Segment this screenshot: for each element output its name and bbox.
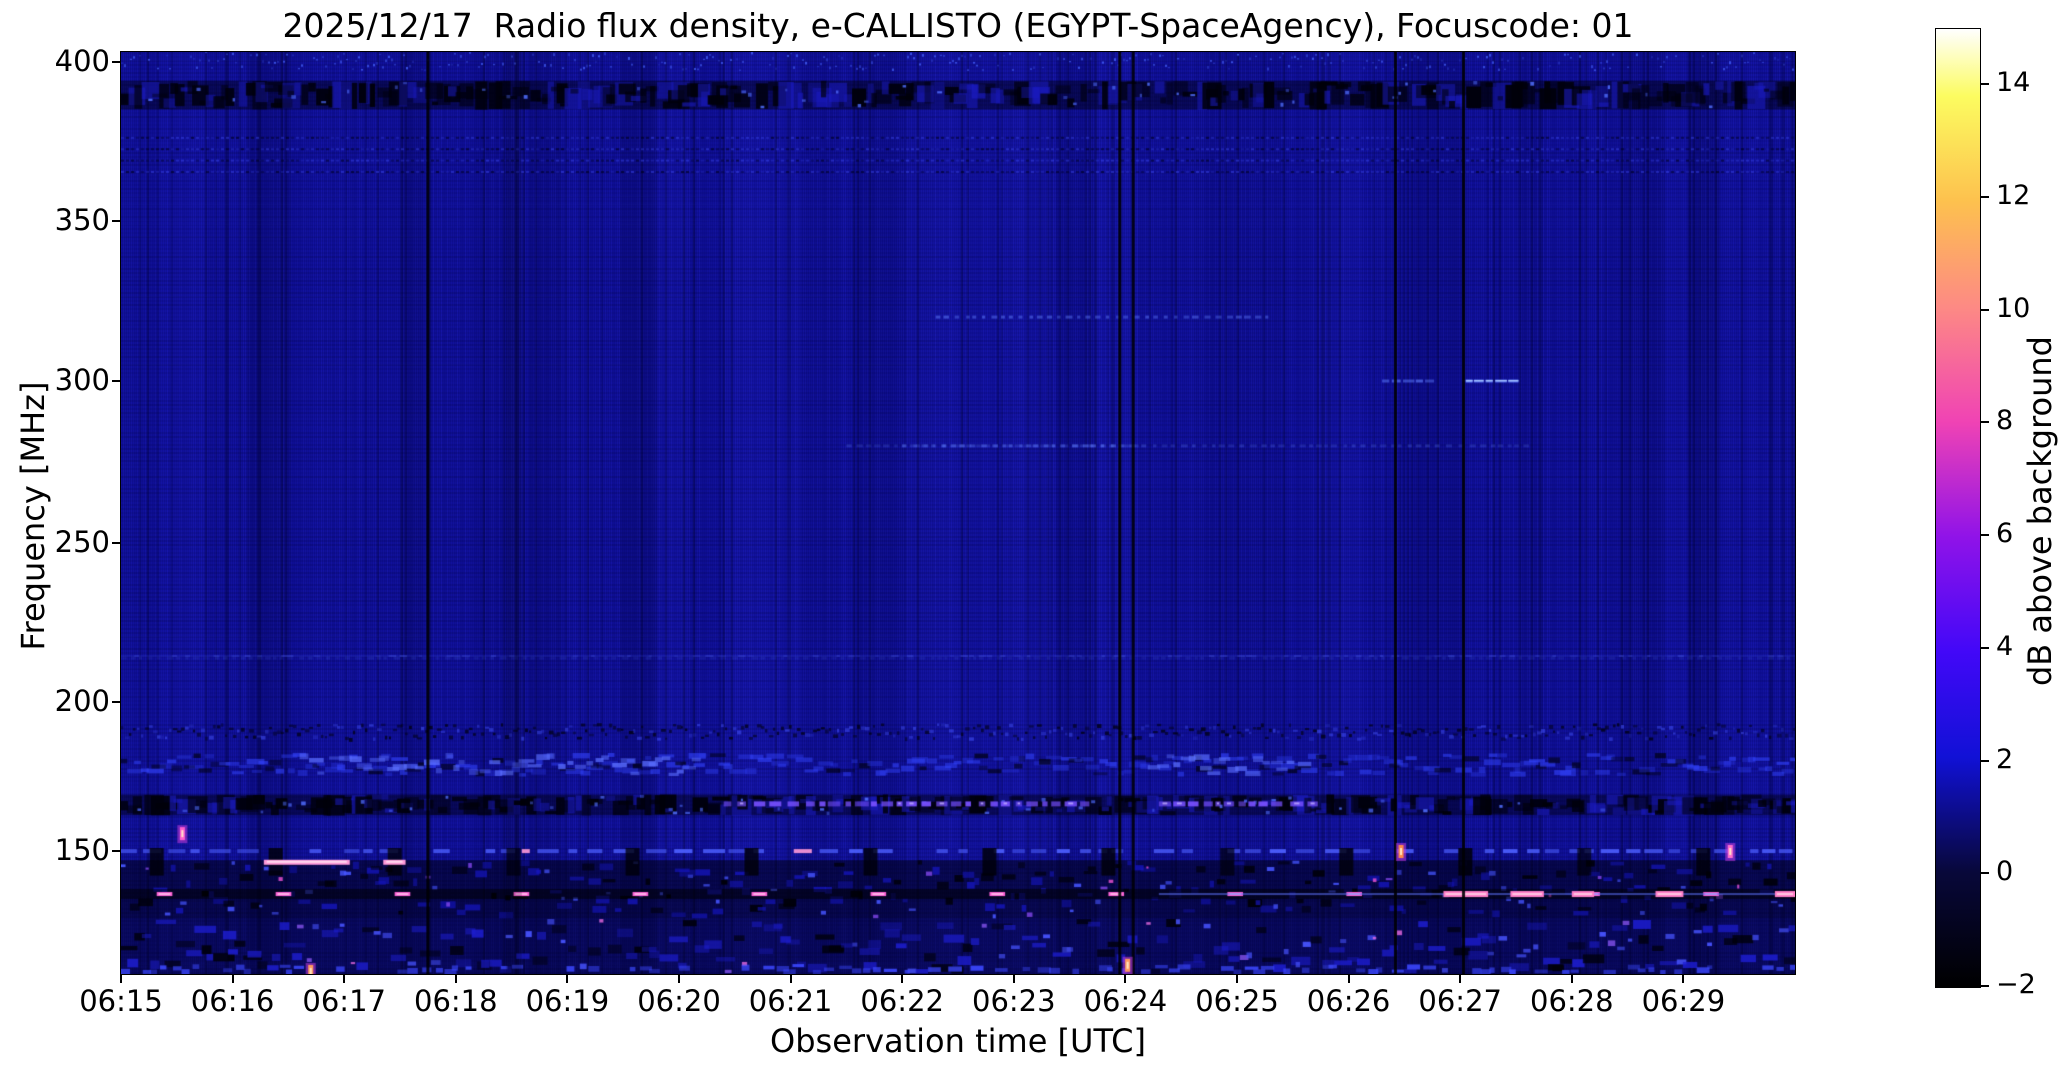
x-tick-label: 06:18 <box>414 984 498 1018</box>
colorbar-tick-mark <box>1981 872 1989 875</box>
colorbar-tick-mark <box>1981 759 1989 762</box>
colorbar-tick-mark <box>1981 646 1989 649</box>
x-tick-label: 06:26 <box>1306 984 1391 1018</box>
y-tick-label: 400 <box>54 43 110 78</box>
x-tick-label: 06:24 <box>1083 984 1168 1018</box>
y-tick-mark <box>112 219 121 222</box>
x-tick-mark <box>454 974 457 983</box>
y-tick-mark <box>112 701 121 704</box>
x-tick-mark <box>789 974 792 983</box>
x-tick-label: 06:20 <box>637 984 721 1018</box>
colorbar-tick-label: 0 <box>1996 856 2014 888</box>
colorbar-label: dB above background <box>2021 336 2059 686</box>
colorbar-tick-mark <box>1981 308 1989 311</box>
x-tick-mark <box>1012 974 1015 983</box>
x-tick-mark <box>120 974 122 983</box>
y-tick-mark <box>112 541 121 544</box>
y-tick-label: 250 <box>54 524 110 559</box>
colorbar-tick-label: 6 <box>1996 518 2014 550</box>
x-tick-label: 06:29 <box>1641 984 1726 1018</box>
x-tick-mark <box>1570 974 1573 983</box>
x-tick-mark <box>1347 974 1350 983</box>
x-tick-label: 06:19 <box>525 984 610 1018</box>
y-tick-label: 150 <box>54 833 110 867</box>
colorbar-tick-label: 10 <box>1996 292 2031 324</box>
x-tick-mark <box>1682 974 1685 983</box>
y-tick-label: 300 <box>54 362 110 397</box>
x-tick-mark <box>343 974 346 983</box>
x-tick-label: 06:15 <box>79 984 163 1018</box>
colorbar-tick-mark <box>1981 196 1989 199</box>
colorbar <box>1935 28 1981 988</box>
x-tick-mark <box>1459 974 1462 983</box>
x-tick-mark <box>566 974 569 983</box>
x-tick-label: 06:23 <box>972 984 1056 1018</box>
x-tick-mark <box>231 974 234 983</box>
colorbar-tick-label: 14 <box>1996 67 2031 99</box>
colorbar-tick-mark <box>1981 421 1989 424</box>
x-tick-label: 06:16 <box>190 984 275 1018</box>
x-tick-mark <box>1124 974 1127 983</box>
x-tick-label: 06:28 <box>1530 984 1614 1018</box>
x-tick-label: 06:27 <box>1418 984 1502 1018</box>
colorbar-gradient <box>1936 29 1980 987</box>
x-tick-label: 06:17 <box>302 984 386 1018</box>
x-tick-label: 06:25 <box>1195 984 1279 1018</box>
colorbar-tick-mark <box>1981 83 1989 86</box>
y-tick-mark <box>112 850 121 852</box>
x-tick-mark <box>1236 974 1238 983</box>
x-tick-label: 06:21 <box>748 984 833 1018</box>
colorbar-tick-mark <box>1981 534 1989 537</box>
colorbar-tick-label: 2 <box>1996 743 2014 775</box>
colorbar-tick-mark <box>1981 985 1989 987</box>
y-tick-mark <box>112 60 121 63</box>
y-axis-label: Frequency [MHz] <box>14 381 52 651</box>
x-tick-mark <box>901 974 904 983</box>
spectrogram-canvas <box>121 52 1795 974</box>
y-tick-label: 200 <box>54 684 110 719</box>
x-tick-mark <box>678 974 680 983</box>
colorbar-tick-label: 12 <box>1996 180 2031 212</box>
x-tick-label: 06:22 <box>860 984 944 1018</box>
colorbar-tick-label: −2 <box>1996 969 2036 1000</box>
chart-title: 2025/12/17 Radio flux density, e-CALLIST… <box>282 6 1634 45</box>
y-tick-mark <box>112 379 121 382</box>
y-tick-label: 350 <box>54 202 110 237</box>
plot-area <box>120 51 1796 975</box>
colorbar-tick-label: 8 <box>1996 405 2014 437</box>
x-axis-label: Observation time [UTC] <box>770 1022 1146 1060</box>
colorbar-tick-label: 4 <box>1996 630 2014 662</box>
